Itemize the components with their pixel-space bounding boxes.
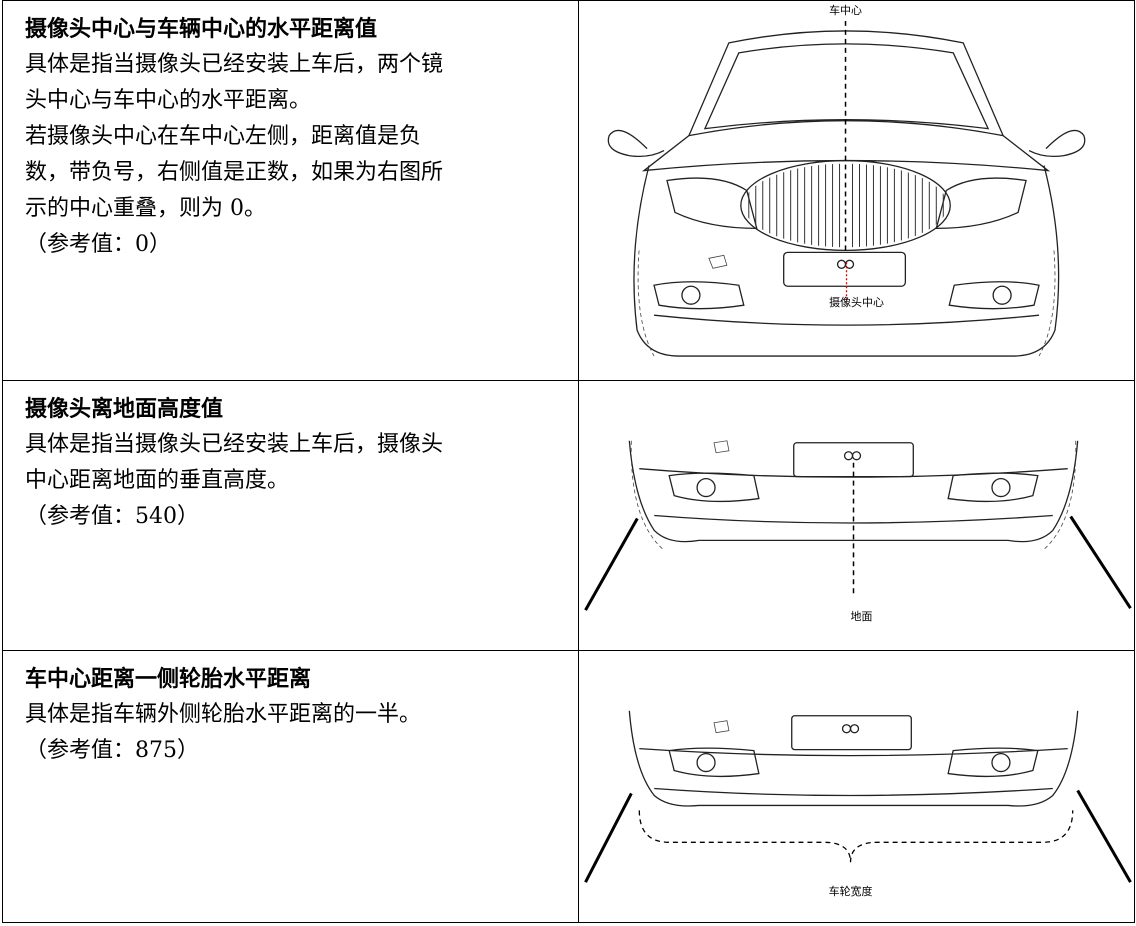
text-line: 中心距离地面的垂直高度。 xyxy=(25,468,290,493)
image-label: 摄像头中心 xyxy=(829,295,884,309)
text-line: 数，带负号，右侧值是正数，如果为右图所 xyxy=(25,160,444,185)
image-cell: 地面 xyxy=(578,380,1135,651)
text-cell: 车中心距离一侧轮胎水平距离 具体是指车辆外侧轮胎水平距离的一半。 （参考值：875… xyxy=(2,650,579,923)
text-line: 若摄像头中心在车中心左侧，距离值是负 xyxy=(25,124,422,149)
row-title: 摄像头中心与车辆中心的水平距离值 xyxy=(25,16,378,42)
row-title: 摄像头离地面高度值 xyxy=(25,396,224,422)
text-line: 具体是指车辆外侧轮胎水平距离的一半。 xyxy=(25,702,422,727)
bumper-image: 地面 xyxy=(584,440,1132,623)
text-cell: 摄像头离地面高度值 具体是指当摄像头已经安装上车后，摄像头 中心距离地面的垂直高度… xyxy=(2,380,579,651)
image-label: 地面 xyxy=(851,610,873,623)
bumper-width-image: 车轮宽度 xyxy=(584,710,1132,898)
text-line: 头中心与车中心的水平距离。 xyxy=(25,88,312,113)
text-line: （参考值：875） xyxy=(25,738,199,763)
image-label: 车中心 xyxy=(829,3,862,17)
text-line: （参考值：0） xyxy=(25,232,171,257)
text-line: 具体是指当摄像头已经安装上车后，两个镜 xyxy=(25,52,444,77)
text-cell: 摄像头中心与车辆中心的水平距离值 具体是指当摄像头已经安装上车后，两个镜 头中心与… xyxy=(2,0,579,381)
image-cell: 车中心 摄像头中心 xyxy=(578,0,1135,381)
text-line: 具体是指当摄像头已经安装上车后，摄像头 xyxy=(25,432,444,457)
text-line: （参考值：540） xyxy=(25,504,199,529)
car-front-image: 车中心 摄像头中心 xyxy=(607,3,1086,357)
image-label: 车轮宽度 xyxy=(829,884,873,898)
image-cell: 车轮宽度 xyxy=(578,650,1135,923)
row-title: 车中心距离一侧轮胎水平距离 xyxy=(25,666,312,692)
text-line: 示的中心重叠，则为 0。 xyxy=(25,196,266,221)
